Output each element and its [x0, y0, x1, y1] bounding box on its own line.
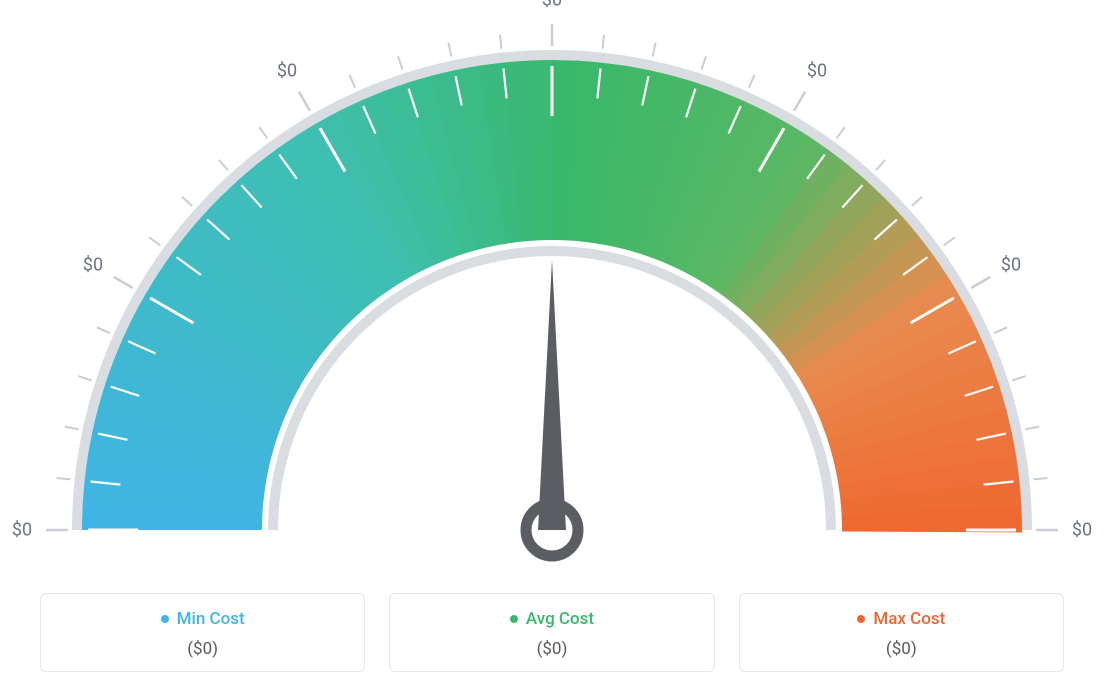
legend-label-min: Min Cost [161, 609, 245, 629]
legend-text-min: Min Cost [177, 609, 245, 629]
gauge-tick-label: $0 [83, 255, 103, 276]
legend-value-max: ($0) [750, 639, 1053, 659]
legend-row: Min Cost ($0) Avg Cost ($0) Max Cost ($0… [0, 593, 1104, 672]
legend-label-avg: Avg Cost [510, 609, 594, 629]
legend-dot-icon [510, 615, 518, 623]
gauge-tick-label: $0 [1072, 520, 1092, 541]
legend-value-min: ($0) [51, 639, 354, 659]
gauge-tick-label: $0 [807, 61, 827, 82]
gauge-svg [42, 10, 1062, 570]
gauge-tick-label: $0 [1001, 255, 1021, 276]
legend-dot-icon [161, 615, 169, 623]
legend-value-avg: ($0) [400, 639, 703, 659]
gauge-chart: $0$0$0$0$0$0$0 [42, 10, 1062, 570]
gauge-tick-label: $0 [277, 61, 297, 82]
legend-text-max: Max Cost [873, 609, 945, 629]
legend-card-avg: Avg Cost ($0) [389, 593, 714, 672]
legend-dot-icon [857, 615, 865, 623]
gauge-tick-label: $0 [12, 520, 32, 541]
gauge-tick-label: $0 [542, 0, 562, 11]
legend-label-max: Max Cost [857, 609, 945, 629]
legend-text-avg: Avg Cost [526, 609, 594, 629]
legend-card-min: Min Cost ($0) [40, 593, 365, 672]
legend-card-max: Max Cost ($0) [739, 593, 1064, 672]
